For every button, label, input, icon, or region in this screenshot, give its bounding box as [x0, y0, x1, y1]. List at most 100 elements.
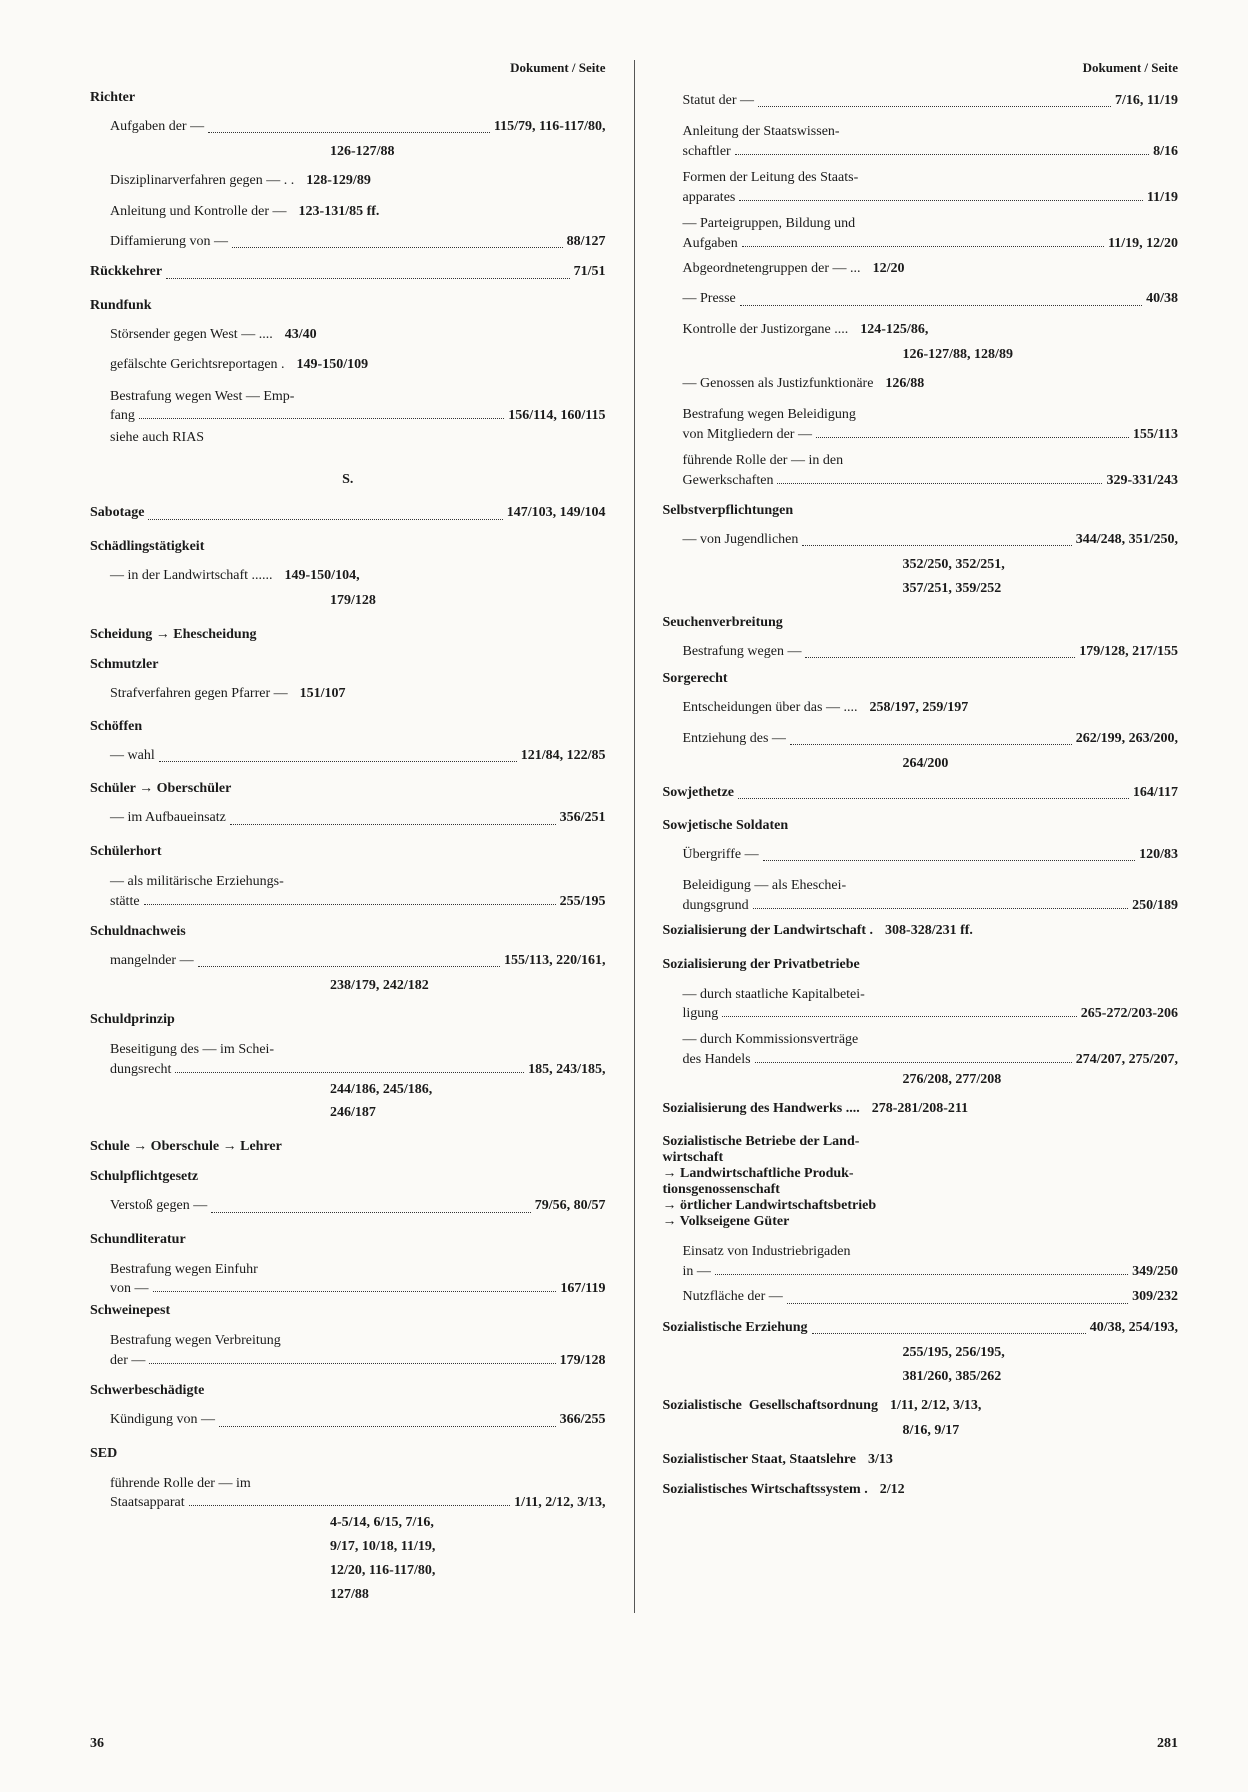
leader-dots	[153, 1290, 557, 1292]
entry-label: von Mitgliedern der —	[663, 427, 812, 443]
index-entry: Kündigung von —366/255	[90, 1409, 606, 1431]
entry-label: dungsgrund	[663, 898, 749, 914]
entry-page: 265-272/203-206	[1081, 1006, 1178, 1022]
entry-page: 167/119	[560, 1281, 605, 1297]
leader-dots	[722, 1015, 1077, 1017]
entry-page: 255/195	[560, 894, 606, 910]
entry-label-top: Einsatz von Industriebrigaden	[663, 1240, 1179, 1264]
index-entry: Einsatz von Industriebrigadenin —349/250	[663, 1240, 1179, 1280]
entry-label-top: — Parteigruppen, Bildung und	[663, 212, 1179, 236]
index-entry: — Genossen als Justizfunktionäre126/88	[663, 373, 1179, 395]
index-entry: führende Rolle der — in denGewerkschafte…	[663, 449, 1179, 489]
leader-dots	[198, 965, 500, 967]
index-entry: Anleitung und Kontrolle der —123-131/85 …	[90, 201, 606, 223]
entry-page: 349/250	[1132, 1264, 1178, 1280]
entry-page: 344/248, 351/250,	[1076, 529, 1178, 551]
leader-dots	[740, 304, 1142, 306]
leader-dots	[189, 1504, 510, 1506]
entry-page-cont: 179/128	[90, 589, 606, 613]
leader-dots	[159, 760, 517, 762]
index-entry: Beseitigung des — im Schei-dungsrecht185…	[90, 1038, 606, 1078]
leader-dots	[175, 1071, 524, 1073]
entry-page: 149-150/104,	[285, 565, 360, 587]
entry-page: 155/113, 220/161,	[504, 950, 606, 972]
page-footer: 36 281	[90, 1736, 1178, 1752]
entry-label: Übergriffe —	[663, 844, 759, 866]
leader-dots	[149, 1362, 555, 1364]
leader-dots	[144, 903, 556, 905]
entry-label: Verstoß gegen —	[90, 1195, 207, 1217]
entry-label: Disziplinarverfahren gegen — . .	[90, 170, 294, 192]
leader-dots	[735, 153, 1149, 155]
entry-label-top: — durch Kommissionsverträge	[663, 1028, 1179, 1052]
entry-label: von —	[90, 1281, 149, 1297]
columns: Dokument / Seite RichterAufgaben der —11…	[90, 60, 1178, 1613]
leader-dots	[211, 1211, 531, 1213]
entry-page: 120/83	[1139, 844, 1178, 866]
entry-page-cont: 126-127/88, 128/89	[663, 343, 1179, 367]
index-entry: mangelnder —155/113, 220/161,	[90, 950, 606, 972]
entry-page-cont: 238/179, 242/182	[90, 974, 606, 998]
entry-label: Staatsapparat	[90, 1495, 185, 1511]
entry-page-cont: 4-5/14, 6/15, 7/16, 9/17, 10/18, 11/19, …	[90, 1511, 606, 1606]
index-entry: Rückkehrer71/51	[90, 261, 606, 283]
entry-page-cont: 264/200	[663, 752, 1179, 776]
footer-left: 36	[90, 1736, 104, 1752]
leader-dots	[802, 544, 1071, 546]
column-header: Dokument / Seite	[90, 60, 606, 76]
entry-label: Kontrolle der Justizorgane ....	[663, 319, 849, 341]
index-heading: Schuldprinzip	[90, 1012, 606, 1028]
leader-dots	[232, 246, 563, 248]
entry-page: 329-331/243	[1106, 473, 1178, 489]
index-heading: Schüler → Oberschüler	[90, 781, 606, 797]
index-entry: Bestrafung wegen Beleidigungvon Mitglied…	[663, 403, 1179, 443]
entry-page: 88/127	[567, 231, 606, 253]
entry-page: 308-328/231 ff.	[885, 920, 973, 942]
footer-right: 281	[1157, 1736, 1178, 1752]
index-entry: Bestrafung wegen West — Emp-fang156/114,…	[90, 385, 606, 425]
index-entry: Entziehung des —262/199, 263/200,	[663, 728, 1179, 750]
index-entry: Sozialistischer Staat, Staatslehre3/13	[663, 1449, 1179, 1471]
index-entry: — wahl121/84, 122/85	[90, 745, 606, 767]
entry-label: — Presse	[663, 288, 736, 310]
entry-label: Sozialisierung des Handwerks ....	[663, 1098, 860, 1120]
entry-label: Entscheidungen über das — ....	[663, 697, 858, 719]
entry-page: 71/51	[574, 261, 606, 283]
entry-page: 43/40	[285, 324, 317, 346]
index-heading: Schwerbeschädigte	[90, 1383, 606, 1399]
index-entry: Bestrafung wegen Einfuhrvon —167/119	[90, 1258, 606, 1298]
entry-page: 179/128	[560, 1353, 606, 1369]
index-entry: Sozialisierung des Handwerks ....278-281…	[663, 1098, 1179, 1120]
index-entry: Diffamierung von —88/127	[90, 231, 606, 253]
entry-label: — von Jugendlichen	[663, 529, 799, 551]
leader-dots	[738, 797, 1129, 799]
entry-page: 156/114, 160/115	[508, 408, 605, 424]
index-entry: Anleitung der Staatswissen-schaftler8/16	[663, 120, 1179, 160]
entry-page: 250/189	[1132, 898, 1178, 914]
index-entry: Aufgaben der —115/79, 116-117/80,	[90, 116, 606, 138]
index-entry: Verstoß gegen —79/56, 80/57	[90, 1195, 606, 1217]
index-heading: Schöffen	[90, 719, 606, 735]
entry-label: gefälschte Gerichtsreportagen .	[90, 354, 285, 376]
index-entry: Abgeordnetengruppen der — ...12/20	[663, 258, 1179, 280]
entry-page: 147/103, 149/104	[507, 502, 606, 524]
entry-label: Abgeordnetengruppen der — ...	[663, 258, 861, 280]
leader-dots	[805, 656, 1075, 658]
section-letter: S.	[90, 472, 606, 488]
entry-page: 149-150/109	[297, 354, 369, 376]
index-entry: — durch Kommissionsverträgedes Handels27…	[663, 1028, 1179, 1068]
index-entry: Formen der Leitung des Staats-apparates1…	[663, 166, 1179, 206]
index-entry: — im Aufbaueinsatz356/251	[90, 807, 606, 829]
index-heading: Schweinepest	[90, 1303, 606, 1319]
entry-page: 3/13	[868, 1449, 893, 1471]
entry-label: stätte	[90, 894, 140, 910]
index-entry: Sowjethetze164/117	[663, 782, 1179, 804]
index-heading: Scheidung → Ehescheidung	[90, 627, 606, 643]
right-column: Dokument / Seite Statut der —7/16, 11/19…	[635, 60, 1179, 1613]
entry-label: — wahl	[90, 745, 155, 767]
entry-label: Sozialistische Gesellschaftsordnung	[663, 1395, 878, 1417]
entry-page-cont: 255/195, 256/195, 381/260, 385/262	[663, 1341, 1179, 1389]
entry-label: der —	[90, 1353, 145, 1369]
index-entry: Kontrolle der Justizorgane ....124-125/8…	[663, 319, 1179, 341]
leader-dots	[230, 823, 556, 825]
